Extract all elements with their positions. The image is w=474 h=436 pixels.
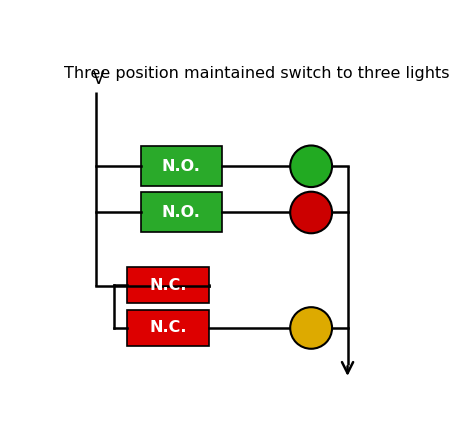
Text: V: V	[93, 70, 105, 88]
Text: N.C.: N.C.	[149, 278, 187, 293]
Bar	[141, 146, 222, 186]
Text: N.O.: N.O.	[162, 159, 201, 174]
Bar	[128, 267, 209, 303]
Text: N.O.: N.O.	[162, 205, 201, 220]
Circle shape	[290, 192, 332, 233]
Bar	[141, 192, 222, 232]
Circle shape	[290, 146, 332, 187]
Circle shape	[290, 307, 332, 349]
Bar	[128, 310, 209, 346]
Text: N.C.: N.C.	[149, 320, 187, 335]
Text: Three position maintained switch to three lights: Three position maintained switch to thre…	[64, 66, 450, 81]
